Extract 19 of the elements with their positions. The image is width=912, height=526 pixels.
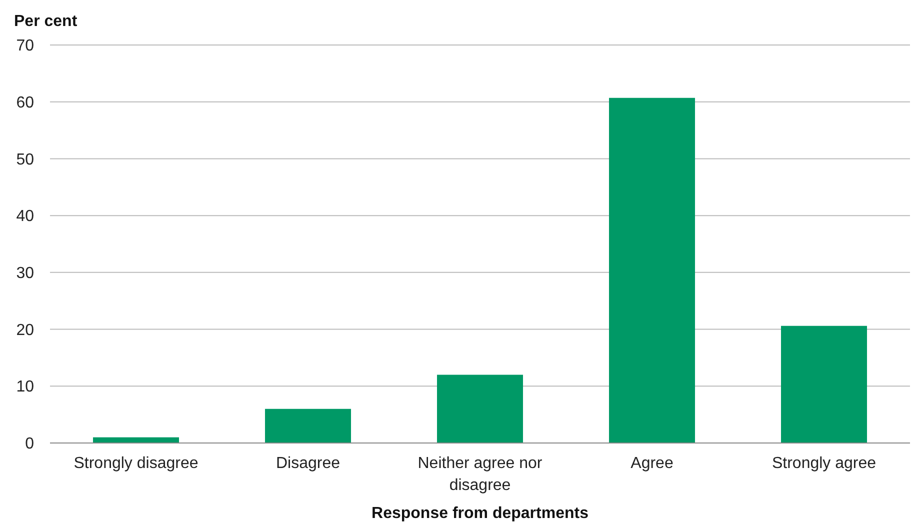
- y-tick-label: 20: [16, 322, 34, 339]
- y-tick-label: 0: [25, 436, 34, 453]
- x-tick-label: Disagree: [276, 455, 340, 472]
- y-axis-title: Per cent: [14, 13, 78, 30]
- x-tick-label: Strongly disagree: [74, 455, 198, 472]
- y-tick-label: 40: [16, 208, 34, 226]
- x-axis-title: Response from departments: [372, 505, 589, 522]
- y-tick-label: 10: [16, 378, 34, 396]
- y-tick-label: 30: [16, 265, 34, 282]
- bar: [781, 326, 867, 443]
- bar: [437, 374, 523, 443]
- bar: [609, 98, 695, 443]
- x-tick-label: Strongly agree: [772, 455, 876, 472]
- y-tick-label: 50: [16, 151, 34, 168]
- y-tick-label: 60: [16, 94, 34, 112]
- y-tick-label: 70: [16, 38, 34, 55]
- x-tick-label: Neither agree nor disagree: [418, 455, 543, 494]
- x-tick-label: Agree: [630, 455, 674, 472]
- bar: [265, 408, 351, 443]
